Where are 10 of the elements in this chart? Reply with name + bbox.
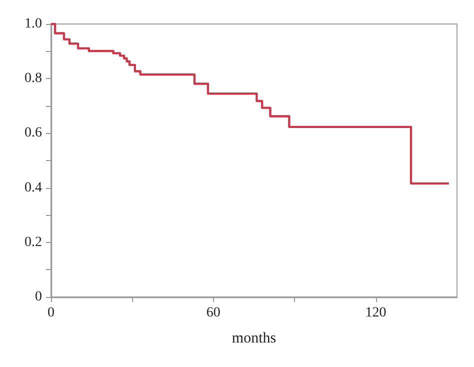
y-tick-label: 0.6 xyxy=(24,126,42,141)
y-tick-label: 0.4 xyxy=(24,180,42,196)
x-tick-label: 120 xyxy=(365,306,386,320)
x-tick-label: 60 xyxy=(206,306,220,320)
y-tick-label: 0.8 xyxy=(24,71,42,86)
y-tick-label: 0 xyxy=(35,290,42,304)
y-tick-label: 1.0 xyxy=(24,16,42,32)
y-tick-label: 0.2 xyxy=(24,234,42,250)
x-tick-label: 0 xyxy=(48,306,54,320)
x-axis-title: months xyxy=(232,330,276,346)
